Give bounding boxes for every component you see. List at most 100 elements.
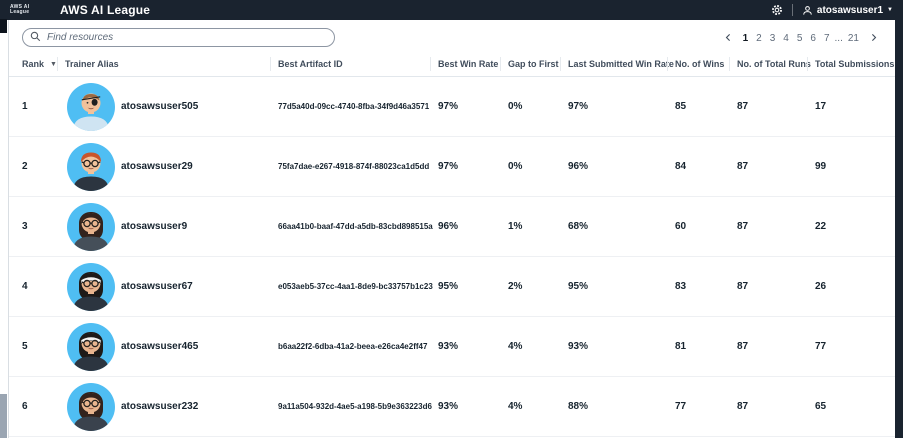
total-submissions-cell: 17 <box>815 101 827 112</box>
table-row[interactable]: 3 atosawsuser9 66aa41b0-baaf-47dd-a5db-8… <box>9 197 895 257</box>
chevron-left-icon <box>725 33 730 41</box>
pagination-page-5[interactable]: 5 <box>793 32 807 45</box>
pagination-page-21[interactable]: 21 <box>844 32 863 45</box>
trainer-avatar <box>67 322 115 371</box>
trainer-alias-label: atosawsuser465 <box>121 341 199 352</box>
column-header-last-submitted-win-rate: Last Submitted Win Rate <box>560 57 674 71</box>
trainer-avatar <box>67 202 115 251</box>
trainer-alias-cell: atosawsuser232 <box>65 382 278 431</box>
best-win-rate-cell: 96% <box>438 221 459 232</box>
best-artifact-id-cell: 9a11a504-932d-4ae5-a198-5b9e363223d6 <box>278 402 432 411</box>
settings-gear-icon[interactable] <box>771 4 783 16</box>
table-row[interactable]: 1 atosawsuser505 77d5a40d-09cc-4740-8fba… <box>9 77 895 137</box>
no-of-wins-cell: 60 <box>675 221 687 232</box>
trainer-alias-cell: atosawsuser505 <box>65 82 278 131</box>
no-of-wins-cell: 85 <box>675 101 687 112</box>
column-header-rank[interactable]: Rank ▼ <box>22 59 57 69</box>
pagination-ellipsis: ... <box>834 33 843 44</box>
trainer-alias-label: atosawsuser67 <box>121 281 193 292</box>
no-of-total-runs-cell: 87 <box>737 161 749 172</box>
last-submitted-win-rate-cell: 68% <box>568 221 589 232</box>
best-artifact-id-cell: 75fa7dae-e267-4918-874f-88023ca1d5dd <box>278 162 430 171</box>
app-title: AWS AI League <box>60 3 151 17</box>
trainer-alias-cell: atosawsuser29 <box>65 142 278 191</box>
search-box <box>22 27 335 47</box>
pagination-prev[interactable] <box>721 33 736 42</box>
no-of-total-runs-cell: 87 <box>737 401 749 412</box>
best-win-rate-cell: 97% <box>438 101 459 112</box>
navbar-divider <box>791 4 793 16</box>
trainer-avatar <box>67 142 115 191</box>
trainer-alias-cell: atosawsuser465 <box>65 322 278 371</box>
rank-cell: 5 <box>22 341 28 352</box>
pagination-page-4[interactable]: 4 <box>779 32 793 45</box>
total-submissions-cell: 99 <box>815 161 827 172</box>
chevron-down-icon: ▼ <box>887 7 893 13</box>
column-header-total-submissions: Total Submissions <box>807 57 895 71</box>
total-submissions-cell: 26 <box>815 281 827 292</box>
last-submitted-win-rate-cell: 88% <box>568 401 589 412</box>
best-artifact-id-cell: b6aa22f2-6dba-41a2-beea-e26ca4e2ff47 <box>278 342 428 351</box>
pagination-page-3[interactable]: 3 <box>766 32 780 45</box>
best-win-rate-cell: 93% <box>438 401 459 412</box>
trainer-alias-cell: atosawsuser67 <box>65 262 278 311</box>
trainer-alias-label: atosawsuser505 <box>121 101 199 112</box>
total-submissions-cell: 22 <box>815 221 827 232</box>
gap-to-first-cell: 4% <box>508 341 523 352</box>
last-submitted-win-rate-cell: 96% <box>568 161 589 172</box>
trainer-avatar <box>67 82 115 131</box>
column-header-no-of-total-runs: No. of Total Runs <box>729 57 815 71</box>
last-submitted-win-rate-cell: 95% <box>568 281 589 292</box>
pagination-next[interactable] <box>866 33 881 42</box>
rank-cell: 6 <box>22 401 28 412</box>
search-input[interactable] <box>22 28 335 47</box>
best-artifact-id-cell: 66aa41b0-baaf-47dd-a5db-83cbd898515a <box>278 222 433 231</box>
avatar-illustration <box>67 322 115 371</box>
rank-cell: 2 <box>22 161 28 172</box>
no-of-total-runs-cell: 87 <box>737 341 749 352</box>
trainer-alias-label: atosawsuser29 <box>121 161 193 172</box>
gap-to-first-cell: 2% <box>508 281 523 292</box>
trainer-avatar <box>67 382 115 431</box>
best-artifact-id-cell: 77d5a40d-09cc-4740-8fba-34f9d46a3571 <box>278 102 430 111</box>
best-artifact-id-cell: e053aeb5-37cc-4aa1-8de9-bc33757b1c23 <box>278 282 433 291</box>
table-row[interactable]: 4 atosawsuser67 e053aeb5-37cc-4aa1-8de9-… <box>9 257 895 317</box>
rank-cell: 3 <box>22 221 28 232</box>
trainer-alias-cell: atosawsuser9 <box>65 202 278 251</box>
best-win-rate-cell: 93% <box>438 341 459 352</box>
table-row[interactable]: 5 atosawsuser465 b6aa22f2-6dba-41a2-beea… <box>9 317 895 377</box>
avatar-illustration <box>67 142 115 191</box>
column-header-best-win-rate: Best Win Rate <box>430 57 508 71</box>
column-header-gap-to-first: Gap to First <box>500 57 568 71</box>
gap-to-first-cell: 4% <box>508 401 523 412</box>
gap-to-first-cell: 1% <box>508 221 523 232</box>
trainer-alias-label: atosawsuser9 <box>121 221 188 232</box>
user-menu[interactable]: atosawsuser1 ▼ <box>802 5 893 16</box>
rank-cell: 4 <box>22 281 28 292</box>
search-icon <box>30 31 41 42</box>
top-navbar: AWS AI League AWS AI League atosawsuser1… <box>0 0 903 20</box>
pagination-page-2[interactable]: 2 <box>752 32 766 45</box>
pagination: 1 2 3 4 5 6 7... 21 <box>721 28 881 46</box>
left-nav-collapsed-strip <box>0 19 7 33</box>
no-of-wins-cell: 83 <box>675 281 687 292</box>
left-scroll-indicator <box>0 394 7 438</box>
table-header-row: Rank ▼ Trainer Alias Best Artifact ID Be… <box>9 52 895 77</box>
pagination-page-6[interactable]: 6 <box>806 32 820 45</box>
table-row[interactable]: 6 atosawsuser232 9a11a504-932d-4ae5-a198… <box>9 377 895 437</box>
user-name: atosawsuser1 <box>816 4 884 16</box>
last-submitted-win-rate-cell: 97% <box>568 101 589 112</box>
total-submissions-cell: 77 <box>815 341 827 352</box>
last-submitted-win-rate-cell: 93% <box>568 341 589 352</box>
table-row[interactable]: 2 atosawsuser29 75fa7dae-e267-4918-874f-… <box>9 137 895 197</box>
avatar-illustration <box>67 262 115 311</box>
pagination-page-1[interactable]: 1 <box>739 32 753 45</box>
column-header-trainer-alias: Trainer Alias <box>57 57 278 71</box>
sort-descending-icon[interactable]: ▼ <box>50 60 57 68</box>
best-win-rate-cell: 97% <box>438 161 459 172</box>
aws-ai-league-logo[interactable]: AWS AI League <box>10 3 30 15</box>
pagination-page-7[interactable]: 7 <box>820 32 834 45</box>
no-of-total-runs-cell: 87 <box>737 221 749 232</box>
